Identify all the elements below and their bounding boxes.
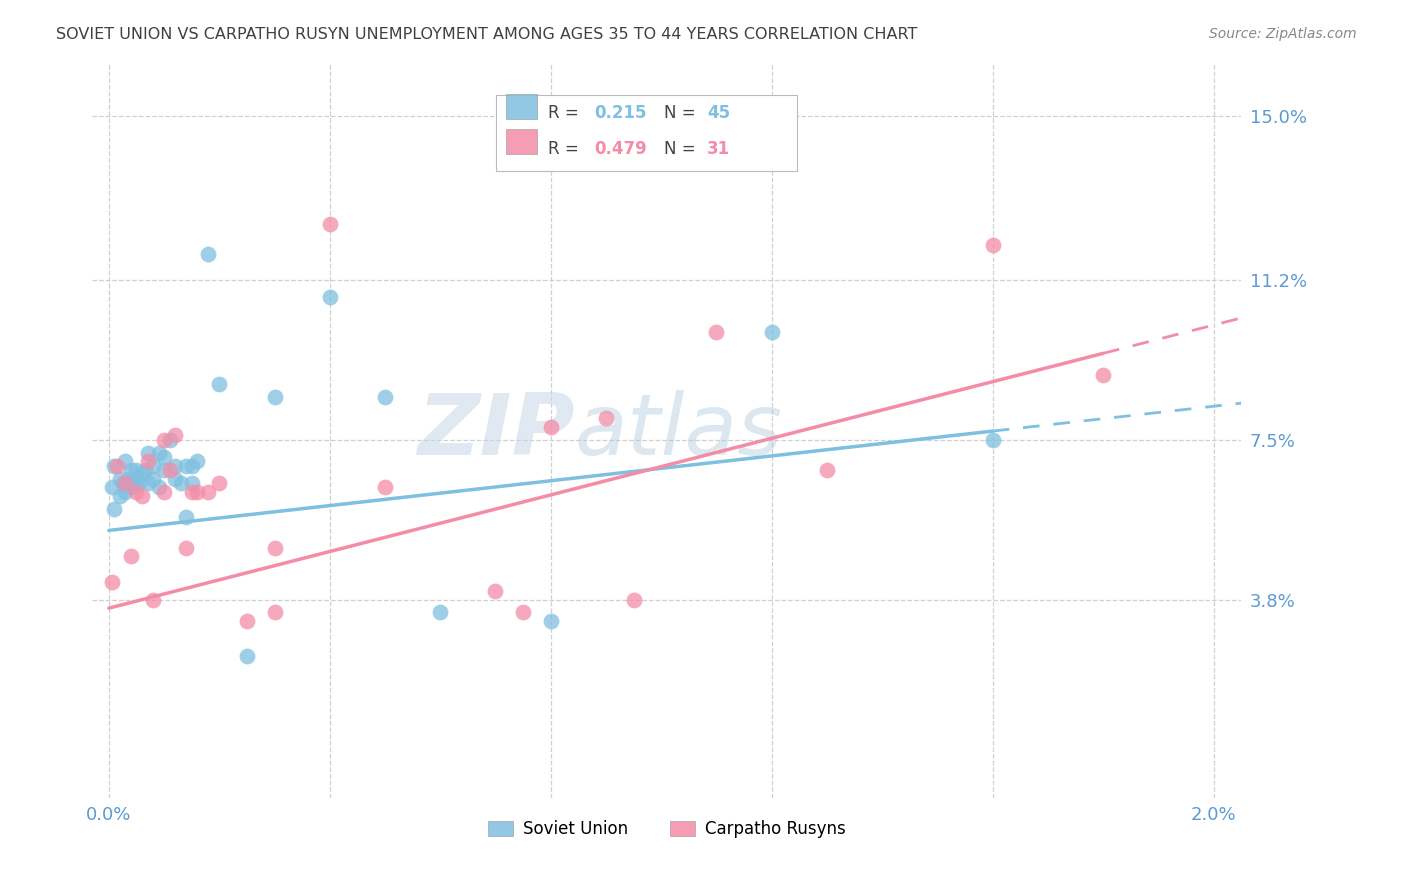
Legend: Soviet Union, Carpatho Rusyns: Soviet Union, Carpatho Rusyns [481,814,852,845]
Point [120,463,142,477]
Point [148,480,170,494]
Point [540,614,562,628]
Point [159,463,181,477]
Point [117,472,139,486]
Point [114,454,136,468]
Point [100,575,122,590]
Point [134,463,156,477]
Text: N =: N = [664,104,700,122]
Point [165,428,187,442]
Point [136,475,159,490]
Point [153,484,176,499]
Point [108,489,131,503]
Point [174,510,197,524]
Point [131,489,153,503]
Text: SOVIET UNION VS CARPATHO RUSYN UNEMPLOYMENT AMONG AGES 35 TO 44 YEARS CORRELATIO: SOVIET UNION VS CARPATHO RUSYN UNEMPLOYM… [56,27,918,42]
Point [153,433,176,447]
Point [981,433,1004,447]
Point [186,454,208,468]
Point [1092,368,1115,382]
Text: atlas: atlas [575,390,783,473]
Point [595,411,617,425]
Point [105,458,128,473]
Point [540,419,562,434]
Text: R =: R = [548,104,585,122]
Point [429,606,451,620]
Point [103,501,125,516]
Point [180,484,202,499]
Point [374,390,396,404]
Point [174,541,197,555]
Point [111,475,134,490]
Point [180,475,202,490]
Point [142,458,165,473]
Point [120,549,142,564]
Point [142,592,165,607]
Text: 31: 31 [707,140,730,158]
Point [165,472,187,486]
Point [169,475,191,490]
Point [120,480,142,494]
Point [484,583,506,598]
Point [263,390,285,404]
Point [186,484,208,499]
Point [100,480,122,494]
Point [148,446,170,460]
Point [165,458,187,473]
Point [108,472,131,486]
Text: R =: R = [548,140,585,158]
Text: N =: N = [664,140,700,158]
Point [197,247,219,261]
Point [114,484,136,499]
Point [114,475,136,490]
Point [136,446,159,460]
Text: 45: 45 [707,104,730,122]
Point [125,463,148,477]
Point [319,290,342,304]
Point [114,475,136,490]
Point [208,376,231,391]
Point [706,325,728,339]
Text: ZIP: ZIP [418,390,575,473]
Point [208,475,231,490]
Point [263,606,285,620]
Point [174,458,197,473]
Point [981,238,1004,252]
Point [263,541,285,555]
Text: 0.215: 0.215 [595,104,647,122]
Text: 0.479: 0.479 [595,140,648,158]
Point [623,592,645,607]
Point [125,475,148,490]
Point [153,450,176,464]
Point [128,475,150,490]
Point [180,458,202,473]
Point [142,472,165,486]
Point [131,467,153,482]
Point [236,614,259,628]
Point [512,606,534,620]
Point [197,484,219,499]
Point [374,480,396,494]
Point [136,454,159,468]
Point [153,463,176,477]
Point [122,472,145,486]
Point [319,217,342,231]
Point [103,458,125,473]
Point [159,433,181,447]
Text: Source: ZipAtlas.com: Source: ZipAtlas.com [1209,27,1357,41]
Point [236,648,259,663]
Point [815,463,838,477]
Point [761,325,783,339]
Point [125,484,148,499]
